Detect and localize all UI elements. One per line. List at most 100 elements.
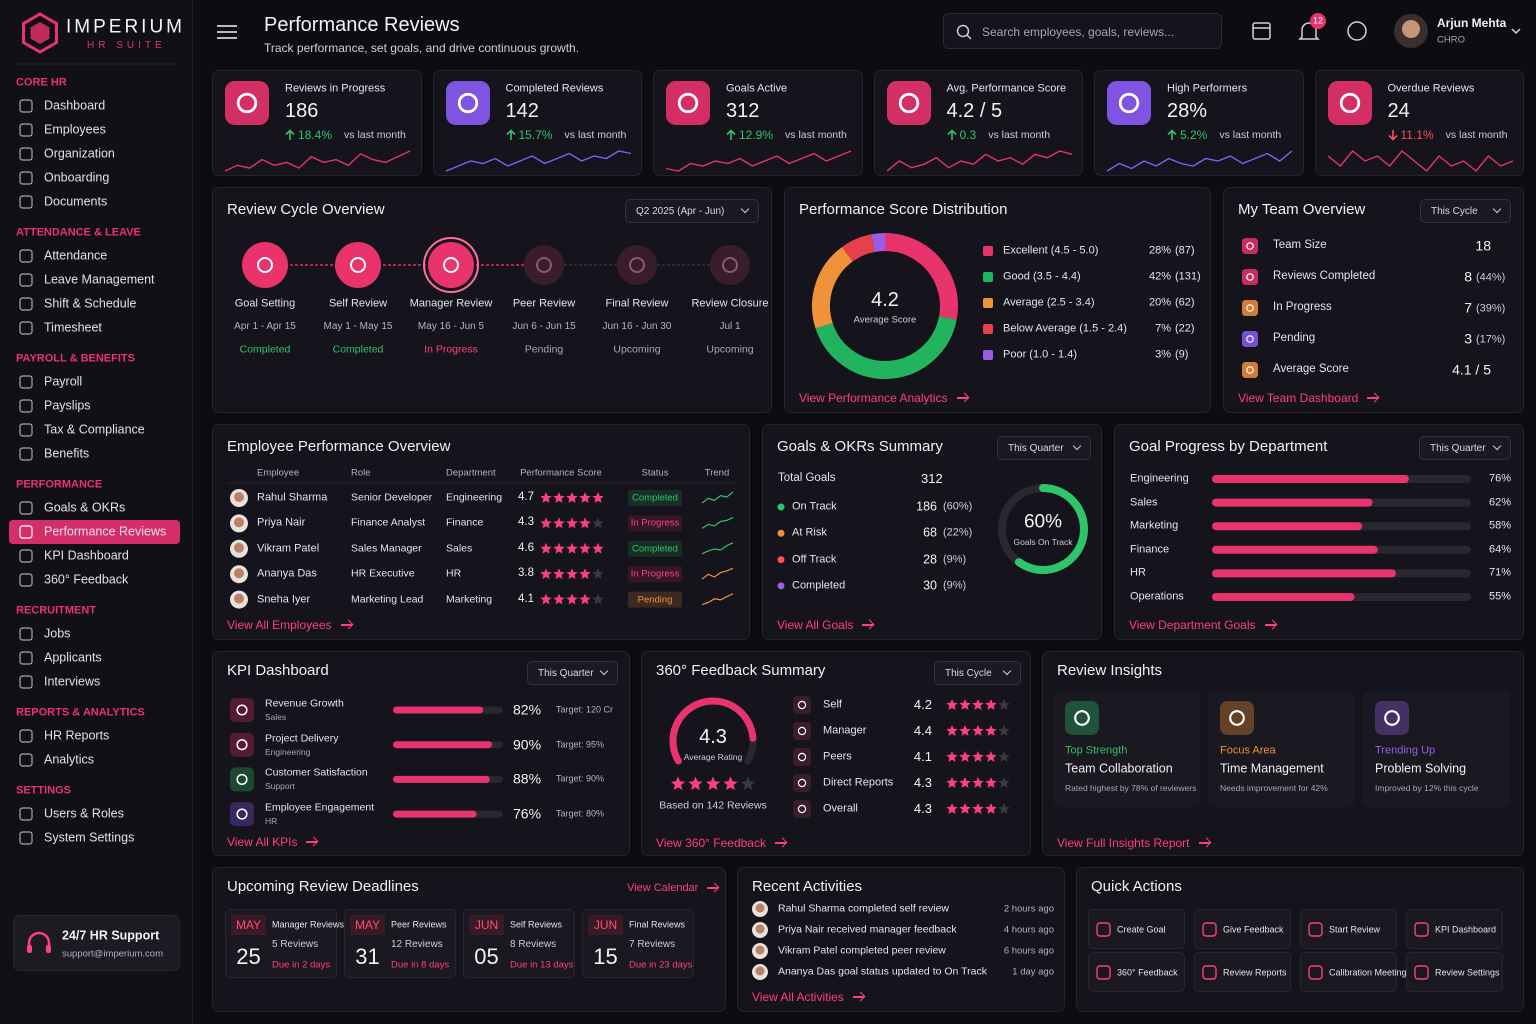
search-box[interactable]: Search employees, goals, reviews... xyxy=(943,13,1222,49)
stat-card: Reviews in Progress 186 18.4% vs last month xyxy=(212,70,422,176)
link[interactable]: View All KPIs xyxy=(227,835,318,849)
link-arrow xyxy=(340,624,352,626)
goal-status-value: 186 xyxy=(916,499,937,514)
nav-item[interactable]: Payroll xyxy=(44,374,83,389)
deadline-month: JUN xyxy=(593,917,618,932)
sparkline xyxy=(1327,150,1513,172)
link[interactable]: View Department Goals xyxy=(1129,618,1276,632)
nav-item[interactable]: Interviews xyxy=(44,674,101,689)
change-arrow xyxy=(285,129,295,140)
quick-action-button[interactable]: Review Settings xyxy=(1406,952,1503,992)
link-text[interactable]: View All KPIs xyxy=(227,835,298,849)
quick-action-button[interactable]: Create Goal xyxy=(1088,909,1185,949)
link-text[interactable]: View All Employees xyxy=(227,618,332,632)
nav-item[interactable]: Jobs xyxy=(44,626,71,641)
link-text[interactable]: View All Goals xyxy=(777,618,854,632)
rating-value: 4.3 xyxy=(699,726,727,748)
link-text[interactable]: View Department Goals xyxy=(1129,618,1256,632)
nav-item[interactable]: Employees xyxy=(44,122,106,137)
nav-item[interactable]: Goals & OKRs xyxy=(44,500,126,515)
team-metric-value: 3 xyxy=(1464,330,1472,347)
nav-item[interactable]: Timesheet xyxy=(44,320,102,335)
quick-action-button[interactable]: 360° Feedback xyxy=(1088,952,1185,992)
dropdown[interactable]: This Quarter xyxy=(1419,436,1511,460)
star xyxy=(998,751,1010,762)
card-title: My Team Overview xyxy=(1238,201,1366,218)
team-metric-label: Team Size xyxy=(1273,239,1327,252)
employee-score: 4.6 xyxy=(518,541,534,554)
nav-item[interactable]: Payslips xyxy=(44,398,91,413)
nav-item[interactable]: Shift & Schedule xyxy=(44,296,137,311)
nav-item[interactable]: Documents xyxy=(44,194,108,209)
link-arrow xyxy=(862,624,874,626)
nav-item[interactable]: Users & Roles xyxy=(44,806,124,821)
nav-item[interactable]: 360° Feedback xyxy=(44,572,129,587)
link[interactable]: View All Employees xyxy=(227,618,352,632)
nav-icon xyxy=(19,651,33,665)
nav-item[interactable]: Dashboard xyxy=(44,98,106,113)
nav-item[interactable]: System Settings xyxy=(44,830,135,845)
dropdown[interactable]: This Cycle xyxy=(934,661,1021,685)
dropdown[interactable]: This Quarter xyxy=(527,661,618,685)
nav-item[interactable]: Benefits xyxy=(44,446,90,461)
nav-item[interactable]: Onboarding xyxy=(44,170,110,185)
quick-action-button[interactable]: Review Reports xyxy=(1194,952,1291,992)
nav-item[interactable]: Attendance xyxy=(44,248,108,263)
legend-swatch xyxy=(983,272,993,282)
link[interactable]: View Calendar xyxy=(627,882,719,894)
stage-dates: Jun 16 - Jun 30 xyxy=(602,321,672,332)
change-note: vs last month xyxy=(564,129,627,141)
icon-glyph xyxy=(1384,710,1400,726)
department-label: Sales xyxy=(1130,496,1158,508)
employee-department: Engineering xyxy=(446,491,503,504)
star xyxy=(566,517,578,529)
support-box[interactable]: 24/7 HR Support support@imperium.com xyxy=(13,915,180,971)
dropdown[interactable]: This Quarter xyxy=(997,436,1091,460)
goal-status-pct: (60%) xyxy=(943,500,973,513)
support-title: 24/7 HR Support xyxy=(62,928,160,943)
quick-action-button[interactable]: Calibration Meeting xyxy=(1300,952,1407,992)
link-text[interactable]: View Calendar xyxy=(627,882,699,894)
link-text[interactable]: View Full Insights Report xyxy=(1057,836,1190,850)
nav-item[interactable]: Organization xyxy=(44,146,115,161)
link-arrow xyxy=(1367,397,1379,399)
feedback-value: 4.2 xyxy=(913,697,932,713)
nav-item[interactable]: Leave Management xyxy=(44,272,155,287)
link[interactable]: View All Goals xyxy=(777,618,874,632)
status-pill xyxy=(628,540,682,557)
nav-icon xyxy=(19,501,33,515)
dropdown[interactable]: This Cycle xyxy=(1420,199,1511,223)
nav-item[interactable]: KPI Dashboard xyxy=(44,548,129,563)
nav-item[interactable]: HR Reports xyxy=(44,728,110,743)
kpi-dept: Support xyxy=(265,781,295,792)
link[interactable]: View 360° Feedback xyxy=(656,836,786,850)
nav-section: PERFORMANCE xyxy=(16,478,103,491)
link[interactable]: View Team Dashboard xyxy=(1238,391,1379,405)
employee-table-card: Employee Performance Overview Employee Rol… xyxy=(212,424,750,640)
icon-bg xyxy=(1375,701,1409,735)
link[interactable]: View Full Insights Report xyxy=(1057,836,1210,850)
link-text[interactable]: View Performance Analytics xyxy=(799,391,948,405)
dropdown[interactable]: Q2 2025 (Apr - Jun) xyxy=(625,199,759,223)
graphics xyxy=(231,915,266,935)
nav-item[interactable]: Analytics xyxy=(44,752,95,767)
card-title: Recent Activities xyxy=(752,878,863,895)
stage-status: Upcoming xyxy=(706,343,754,356)
star xyxy=(959,751,971,762)
nav-item[interactable]: Tax & Compliance xyxy=(44,422,145,437)
quick-action-button[interactable]: Give Feedback xyxy=(1194,909,1291,949)
stage-name: Self Review xyxy=(328,297,388,310)
link-text[interactable]: View Team Dashboard xyxy=(1238,391,1359,405)
link[interactable]: View Performance Analytics xyxy=(799,391,968,405)
quick-action-button[interactable]: Start Review xyxy=(1300,909,1397,949)
employee-name: Vikram Patel xyxy=(257,542,320,555)
quick-action-button[interactable]: KPI Dashboard xyxy=(1406,909,1503,949)
team-metric-label: Reviews Completed xyxy=(1273,270,1376,283)
feedback-value: 4.4 xyxy=(913,723,932,739)
nav-item[interactable]: Applicants xyxy=(44,650,102,665)
nav-item[interactable]: Performance Reviews xyxy=(44,524,167,539)
link-text[interactable]: View 360° Feedback xyxy=(656,836,766,850)
link[interactable]: View All Activities xyxy=(752,990,864,1004)
link-text[interactable]: View All Activities xyxy=(752,990,844,1004)
card-title: Goals & OKRs Summary xyxy=(777,438,943,455)
